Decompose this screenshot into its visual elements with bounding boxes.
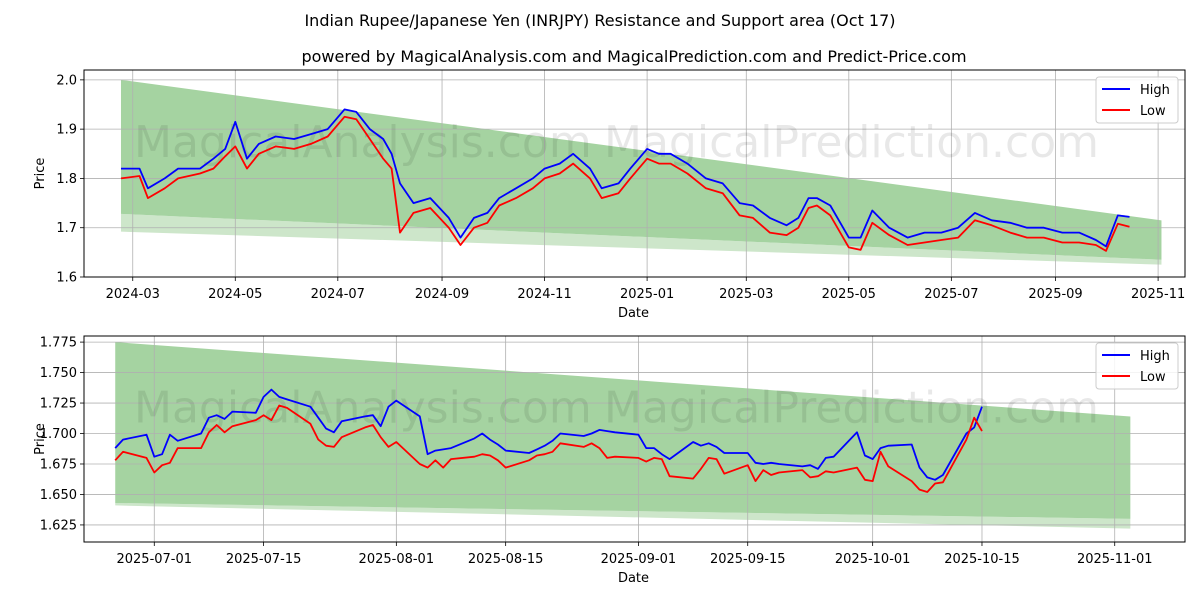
plot-frame (83, 335, 1186, 543)
y-tick-label: 1.725 (40, 397, 77, 412)
high-series-line (114, 388, 983, 481)
y-axis-label: Price (33, 158, 48, 190)
y-tick-label: 1.650 (40, 488, 77, 503)
y-tick-label: 1.9 (56, 123, 77, 138)
x-tick-label: 2025-10-15 (944, 552, 1020, 567)
x-tick-label: 2024-07 (311, 287, 365, 302)
x-tick-label: 2025-07-15 (226, 552, 302, 567)
y-tick-label: 1.750 (40, 366, 77, 381)
y-tick-label: 1.8 (56, 172, 77, 187)
low-series-line (114, 404, 983, 493)
y-tick-label: 1.675 (40, 457, 77, 472)
watermark-text: MagicalAnalysis.com (134, 117, 592, 168)
high-series-line (121, 108, 1130, 248)
x-tick-label: 2025-08-01 (359, 552, 435, 567)
support-band-faint (120, 213, 1162, 265)
x-tick-label: 2025-11 (1131, 287, 1185, 302)
x-tick-label: 2025-09-01 (601, 552, 677, 567)
plot-frame (83, 69, 1186, 278)
x-tick-label: 2025-09 (1028, 287, 1082, 302)
chart-subtitle: powered by MagicalAnalysis.com and Magic… (301, 47, 966, 66)
y-tick-label: 2.0 (56, 73, 77, 88)
watermark-text: MagicalPrediction.com (604, 117, 1099, 168)
x-tick-label: 2024-11 (517, 287, 571, 302)
support-band-faint (115, 502, 1131, 529)
resistance-support-band (120, 79, 1162, 260)
x-tick-label: 2025-05 (822, 287, 876, 302)
x-tick-label: 2025-11-01 (1077, 552, 1153, 567)
legend-high-label: High (1140, 83, 1170, 98)
legend-high-label: High (1140, 349, 1170, 364)
x-tick-label: 2025-10-01 (835, 552, 911, 567)
x-axis-label: Date (618, 571, 649, 586)
bottom-chart-panel: 1.625 1.650 1.675 1.700 1.725 1.750 1.775 2025-… (33, 335, 1186, 586)
watermark-text: MagicalAnalysis.com (134, 383, 592, 434)
x-tick-label: 2025-09-15 (710, 552, 786, 567)
x-tick-label: 2025-08-15 (468, 552, 544, 567)
x-tick-label: 2025-07-01 (116, 552, 192, 567)
y-tick-label: 1.775 (40, 336, 77, 351)
legend-low-label: Low (1140, 370, 1166, 385)
y-tick-label: 1.6 (56, 271, 77, 286)
x-tick-label: 2025-07 (924, 287, 978, 302)
chart-title: Indian Rupee/Japanese Yen (INRJPY) Resis… (304, 11, 895, 30)
x-tick-label: 2025-01 (620, 287, 674, 302)
y-axis-label: Price (33, 423, 48, 455)
low-series-line (120, 115, 1130, 252)
y-tick-label: 1.625 (40, 518, 77, 533)
x-tick-label: 2025-03 (719, 287, 773, 302)
top-chart-panel: 1.6 1.7 1.8 1.9 2.0 2024-03 2024-05 2024-07 2024… (33, 69, 1186, 321)
resistance-support-band (115, 342, 1131, 519)
x-tick-label: 2024-09 (415, 287, 469, 302)
legend-low-label: Low (1140, 104, 1166, 119)
x-tick-label: 2024-03 (106, 287, 160, 302)
x-tick-label: 2024-05 (208, 287, 262, 302)
watermark-text: MagicalPrediction.com (604, 383, 1099, 434)
x-axis-label: Date (618, 306, 649, 321)
y-tick-label: 1.700 (40, 427, 77, 442)
y-tick-label: 1.7 (56, 221, 77, 236)
